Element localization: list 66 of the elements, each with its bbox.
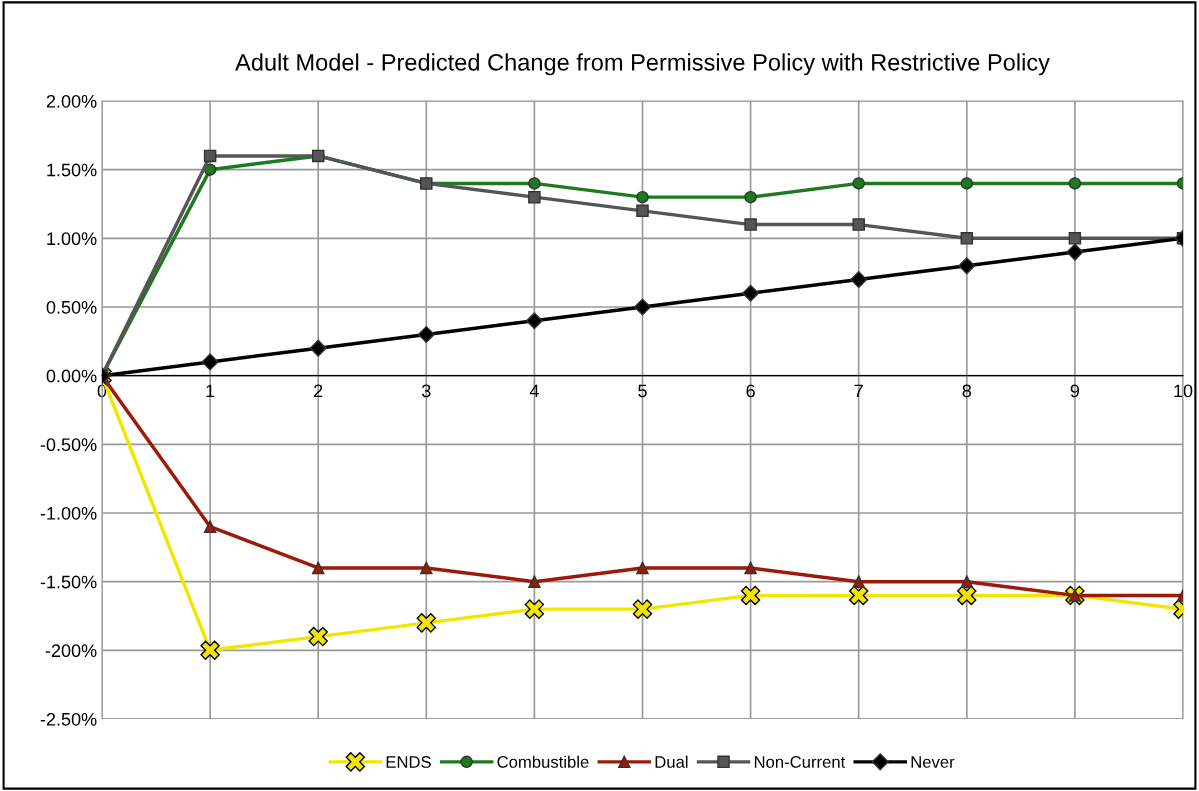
point xyxy=(852,218,865,231)
y-tick-label: 1.00% xyxy=(47,232,97,246)
x-tick-label: 4 xyxy=(529,384,539,398)
point xyxy=(960,232,974,245)
point xyxy=(850,270,868,289)
legend-label: Never xyxy=(911,756,955,768)
y-tick-label: -200% xyxy=(45,644,97,658)
point xyxy=(960,575,974,588)
point xyxy=(528,190,541,204)
point xyxy=(203,163,217,176)
point xyxy=(308,626,328,647)
y-tick-label: 1.50% xyxy=(47,163,97,177)
y-tick-label: -1.50% xyxy=(40,575,97,589)
y-tick-label: -2.50% xyxy=(40,712,97,726)
chart-title: Adult Model - Predicted Change from Permissive Policy with Restrictive Policy xyxy=(235,53,1050,76)
point xyxy=(525,312,543,330)
point xyxy=(852,575,865,588)
point xyxy=(957,585,977,606)
legend-label: Non-Current xyxy=(754,756,846,768)
point xyxy=(852,177,865,190)
point xyxy=(417,325,435,344)
legend-label: Combustible xyxy=(497,755,589,768)
point xyxy=(958,257,976,275)
point xyxy=(420,561,433,575)
x-tick-label: 7 xyxy=(854,384,863,398)
y-tick-label: 0.00% xyxy=(46,369,97,383)
point xyxy=(848,585,869,606)
x-tick-label: 6 xyxy=(746,384,755,398)
point xyxy=(744,561,757,575)
point xyxy=(1066,243,1084,261)
y-tick-label: 2.00% xyxy=(46,94,97,108)
point xyxy=(636,204,649,218)
point xyxy=(201,353,219,371)
y-tick-label: -0.50% xyxy=(40,438,97,452)
point xyxy=(633,298,652,316)
x-tick-label: 3 xyxy=(421,384,431,398)
point xyxy=(311,561,325,575)
point xyxy=(740,585,761,606)
y-tick-label: -1.00% xyxy=(40,506,97,520)
point xyxy=(742,284,760,302)
x-tick-label: 10 xyxy=(1174,384,1193,398)
point xyxy=(636,190,649,204)
point xyxy=(203,149,217,163)
point xyxy=(309,339,327,357)
point xyxy=(1068,177,1082,190)
point xyxy=(960,177,974,190)
legend-label: Dual xyxy=(655,755,688,768)
x-tick-label: 0 xyxy=(97,384,107,398)
x-tick-label: 1 xyxy=(206,384,215,398)
x-tick-label: 5 xyxy=(638,384,647,398)
point xyxy=(528,177,541,190)
point xyxy=(632,599,653,619)
point xyxy=(416,613,437,633)
x-tick-label: 2 xyxy=(314,384,323,398)
point xyxy=(1068,232,1082,245)
y-tick-label: 0.50% xyxy=(46,300,97,314)
point xyxy=(744,190,757,204)
legend-label: ENDS xyxy=(386,756,431,768)
point xyxy=(528,575,541,588)
x-tick-label: 8 xyxy=(962,384,972,398)
x-tick-label: 9 xyxy=(1070,384,1080,398)
point xyxy=(524,599,545,619)
point xyxy=(744,218,757,231)
point xyxy=(636,561,649,575)
point xyxy=(203,520,217,533)
point xyxy=(200,640,220,661)
